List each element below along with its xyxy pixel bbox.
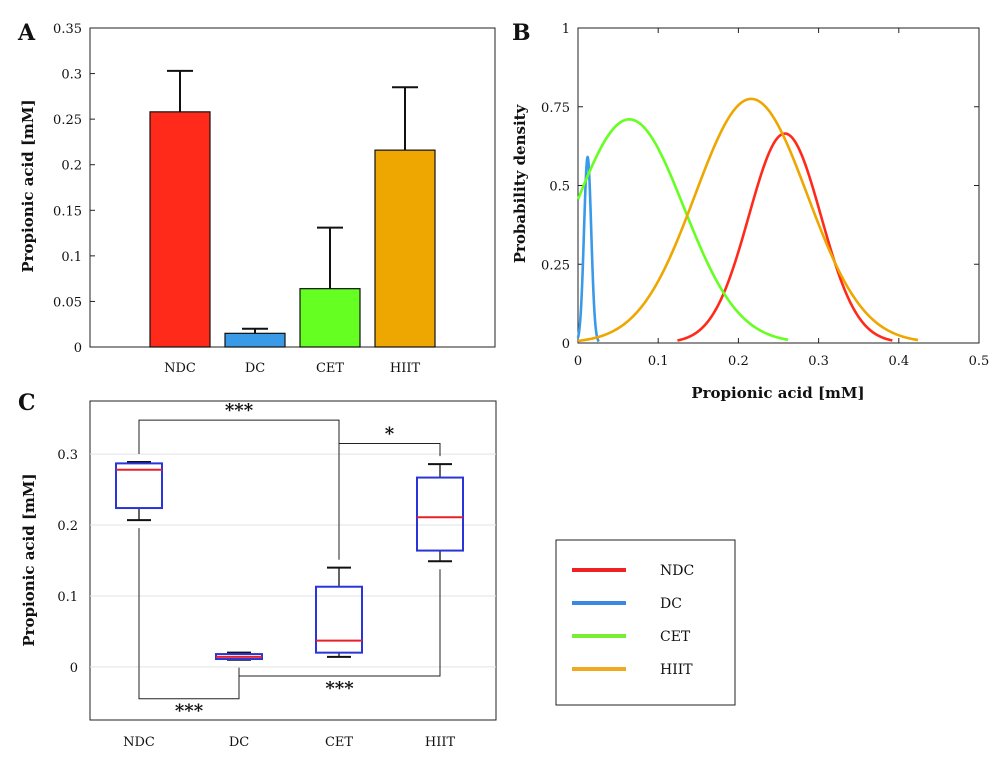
c-xtick-label: DC bbox=[229, 735, 249, 750]
b-curve-hiit bbox=[577, 97, 919, 343]
c-box-ndc bbox=[115, 462, 163, 510]
panel-b-xlabel: Propionic acid [mM] bbox=[691, 384, 864, 402]
c-ytick-label: 0.3 bbox=[57, 448, 78, 463]
b-ytick-label: 1 bbox=[562, 22, 570, 37]
panel-label-b: B bbox=[512, 20, 531, 46]
b-xtick-label: 0 bbox=[574, 354, 582, 369]
a-bar-cet bbox=[299, 288, 361, 348]
c-sig-bracket bbox=[138, 528, 240, 700]
panel-c-frame bbox=[89, 400, 497, 721]
panel-c-box-chart: 00.10.20.3 ********** NDC DC CET HIIT Propi… bbox=[20, 400, 497, 750]
a-ytick-label: 0.25 bbox=[53, 113, 82, 128]
a-ytick-label: 0.35 bbox=[53, 22, 82, 37]
b-xtick-label: 0.1 bbox=[648, 354, 669, 369]
panel-a-frame bbox=[89, 27, 496, 348]
c-sig-bracket bbox=[138, 419, 340, 560]
c-sig-bracket bbox=[338, 443, 441, 560]
c-box-hiit bbox=[416, 476, 464, 552]
a-bar-hiit bbox=[374, 149, 436, 348]
a-ytick-label: 0.3 bbox=[61, 68, 82, 83]
a-ytick-label: 0.05 bbox=[53, 295, 82, 310]
legend-label: CET bbox=[660, 629, 691, 645]
c-ytick-label: 0 bbox=[70, 661, 78, 676]
a-xtick-label: CET bbox=[316, 361, 344, 376]
c-sig-bracket bbox=[238, 569, 441, 677]
panel-a-bar-chart: 00.050.10.150.20.250.30.35 NDC DC CET HIIT … bbox=[19, 22, 496, 376]
c-sig-label: *** bbox=[175, 701, 204, 722]
a-ytick-label: 0.2 bbox=[61, 159, 82, 174]
c-xtick-label: CET bbox=[325, 735, 353, 750]
a-xtick-label: NDC bbox=[164, 361, 196, 376]
b-ytick-label: 0 bbox=[562, 337, 570, 352]
a-ytick-label: 0 bbox=[74, 341, 82, 356]
b-ytick-label: 0.75 bbox=[541, 101, 570, 116]
legend-label: HIIT bbox=[660, 662, 693, 678]
c-sig-label: *** bbox=[325, 678, 354, 699]
a-bar-dc bbox=[224, 332, 286, 348]
panel-b-ylabel: Probability density bbox=[511, 103, 529, 263]
b-xtick-label: 0.3 bbox=[808, 354, 829, 369]
a-xtick-label: DC bbox=[245, 361, 265, 376]
a-bar-ndc bbox=[149, 111, 211, 348]
panel-label-c: C bbox=[18, 390, 36, 416]
panel-b-density-chart: 0 0.1 0.2 0.3 0.4 0.5 0 0.25 0.5 0.75 1 Propionic … bbox=[511, 22, 989, 402]
a-ytick-label: 0.15 bbox=[53, 204, 82, 219]
b-curve-cet bbox=[576, 118, 789, 342]
legend: NDC DC CET HIIT bbox=[555, 539, 736, 706]
panel-a-ylabel: Propionic acid [mM] bbox=[19, 99, 37, 272]
b-xtick-label: 0.2 bbox=[728, 354, 749, 369]
legend-label: DC bbox=[660, 596, 682, 612]
b-curve-dc bbox=[576, 155, 600, 343]
b-xtick-label: 0.5 bbox=[969, 354, 990, 369]
legend-label: NDC bbox=[660, 563, 694, 579]
legend-frame bbox=[555, 539, 736, 706]
a-xtick-label: HIIT bbox=[390, 361, 421, 376]
panel-label-a: A bbox=[17, 20, 36, 46]
c-ytick-label: 0.2 bbox=[57, 519, 78, 534]
b-ytick-label: 0.5 bbox=[549, 180, 570, 195]
b-xtick-label: 0.4 bbox=[888, 354, 909, 369]
c-box-cet bbox=[315, 585, 363, 654]
a-ytick-label: 0.1 bbox=[61, 250, 82, 265]
b-ytick-label: 0.25 bbox=[541, 258, 570, 273]
c-ytick-label: 0.1 bbox=[57, 590, 78, 605]
c-sig-label: *** bbox=[225, 400, 254, 421]
b-curve-ndc bbox=[677, 132, 893, 342]
c-xtick-label: NDC bbox=[123, 735, 155, 750]
panel-c-ylabel: Propionic acid [mM] bbox=[20, 473, 38, 646]
c-sig-label: * bbox=[385, 424, 395, 445]
panel-b-frame bbox=[577, 27, 980, 344]
c-xtick-label: HIIT bbox=[425, 735, 456, 750]
